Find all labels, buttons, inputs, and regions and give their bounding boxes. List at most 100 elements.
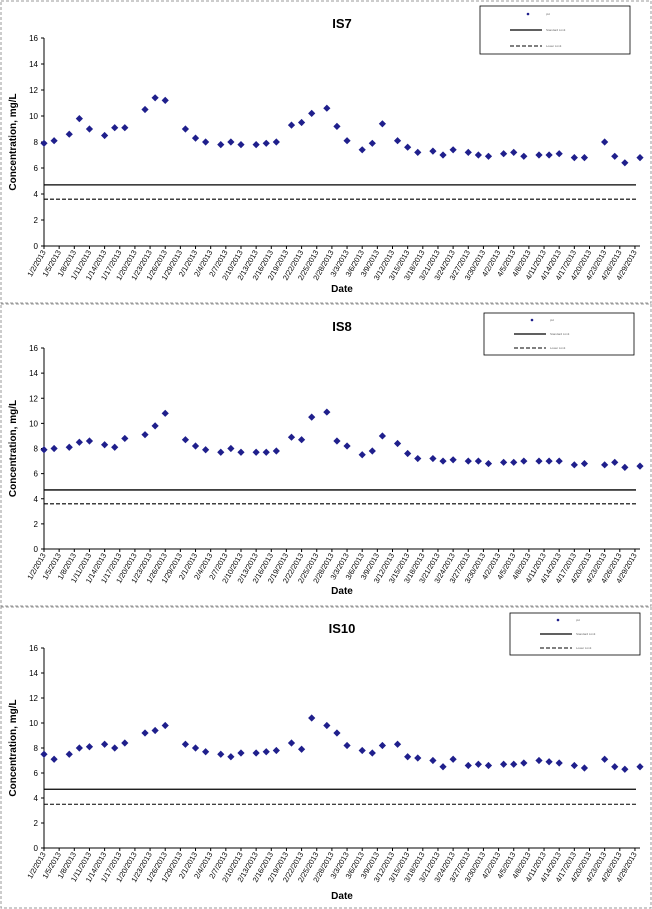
data-point [439, 763, 447, 771]
data-point [545, 457, 553, 465]
data-point [262, 139, 270, 147]
chart-title: IS8 [332, 319, 352, 334]
data-point [262, 748, 270, 756]
data-point [555, 759, 563, 767]
data-point [449, 456, 457, 464]
data-point [393, 439, 402, 448]
data-point [237, 448, 245, 456]
data-point [202, 138, 210, 146]
y-tick-label: 4 [34, 794, 39, 803]
chart-title: IS10 [329, 621, 356, 636]
data-point [237, 141, 245, 149]
y-tick-label: 4 [34, 495, 39, 504]
y-tick-label: 0 [34, 545, 39, 554]
data-point [297, 118, 306, 127]
data-point [474, 760, 482, 768]
data-point [520, 457, 528, 465]
data-point [111, 124, 119, 132]
data-point [272, 447, 280, 455]
data-point [378, 120, 387, 128]
data-point [111, 443, 119, 451]
data-point [252, 448, 260, 456]
data-point [121, 124, 129, 132]
data-point [50, 755, 58, 763]
data-point [121, 739, 129, 747]
legend-label: Lower Limit [550, 346, 566, 350]
legend-label: pH [576, 618, 580, 622]
legend-label: Standard Limit [550, 332, 570, 336]
data-point [474, 457, 482, 465]
data-point [358, 451, 366, 459]
data-point [151, 94, 159, 102]
data-point [50, 137, 58, 145]
y-tick-label: 10 [29, 419, 38, 428]
data-point [393, 740, 402, 748]
data-point [429, 756, 437, 765]
data-point [484, 459, 493, 468]
data-point [252, 141, 260, 149]
data-point [217, 141, 225, 149]
data-point [621, 765, 629, 773]
data-point [297, 436, 306, 444]
y-tick-label: 14 [29, 60, 38, 69]
data-point [121, 434, 129, 443]
y-tick-label: 2 [34, 216, 39, 225]
data-point [500, 760, 508, 768]
data-point [323, 721, 331, 730]
data-point [414, 754, 422, 762]
data-point [368, 447, 376, 455]
data-point [570, 461, 578, 469]
x-axis-title: Date [331, 284, 353, 295]
data-point [141, 105, 149, 114]
data-point [484, 761, 493, 770]
data-point [75, 115, 83, 123]
data-point [449, 146, 457, 154]
data-point [101, 740, 109, 748]
data-point [368, 749, 376, 757]
data-point [404, 753, 412, 761]
data-point [111, 744, 119, 752]
data-point [287, 433, 296, 441]
data-point [343, 741, 351, 750]
data-point [510, 760, 518, 768]
data-point [40, 750, 48, 758]
data-point [227, 753, 235, 761]
data-point [378, 741, 387, 750]
data-point [404, 143, 412, 151]
data-point [580, 459, 589, 468]
data-point [580, 154, 589, 162]
data-point [535, 756, 543, 765]
data-point [151, 726, 159, 735]
y-tick-label: 0 [34, 242, 39, 251]
data-point [611, 458, 619, 466]
data-point [601, 755, 609, 763]
data-point [262, 448, 270, 456]
data-point [464, 761, 472, 770]
y-axis-title: Concentration, mg/L [8, 400, 19, 497]
data-point [161, 409, 169, 417]
data-point [449, 755, 457, 763]
data-point [535, 151, 543, 159]
data-point [297, 745, 306, 753]
y-tick-label: 16 [29, 644, 38, 653]
legend-label: Lower Limit [546, 44, 562, 48]
data-point [191, 134, 200, 142]
data-point [85, 743, 94, 751]
data-point [621, 159, 629, 167]
data-point [464, 457, 472, 465]
data-point [621, 463, 629, 471]
data-point [343, 137, 351, 145]
legend-label: pH [546, 12, 550, 16]
legend-marker-swatch [556, 618, 560, 622]
y-tick-label: 6 [34, 470, 39, 479]
data-point [308, 413, 316, 421]
data-point [611, 152, 619, 160]
data-point [439, 151, 447, 159]
data-point [636, 462, 644, 470]
data-point [75, 438, 83, 446]
y-tick-label: 14 [29, 369, 38, 378]
data-point [65, 443, 73, 451]
data-point [636, 763, 644, 771]
